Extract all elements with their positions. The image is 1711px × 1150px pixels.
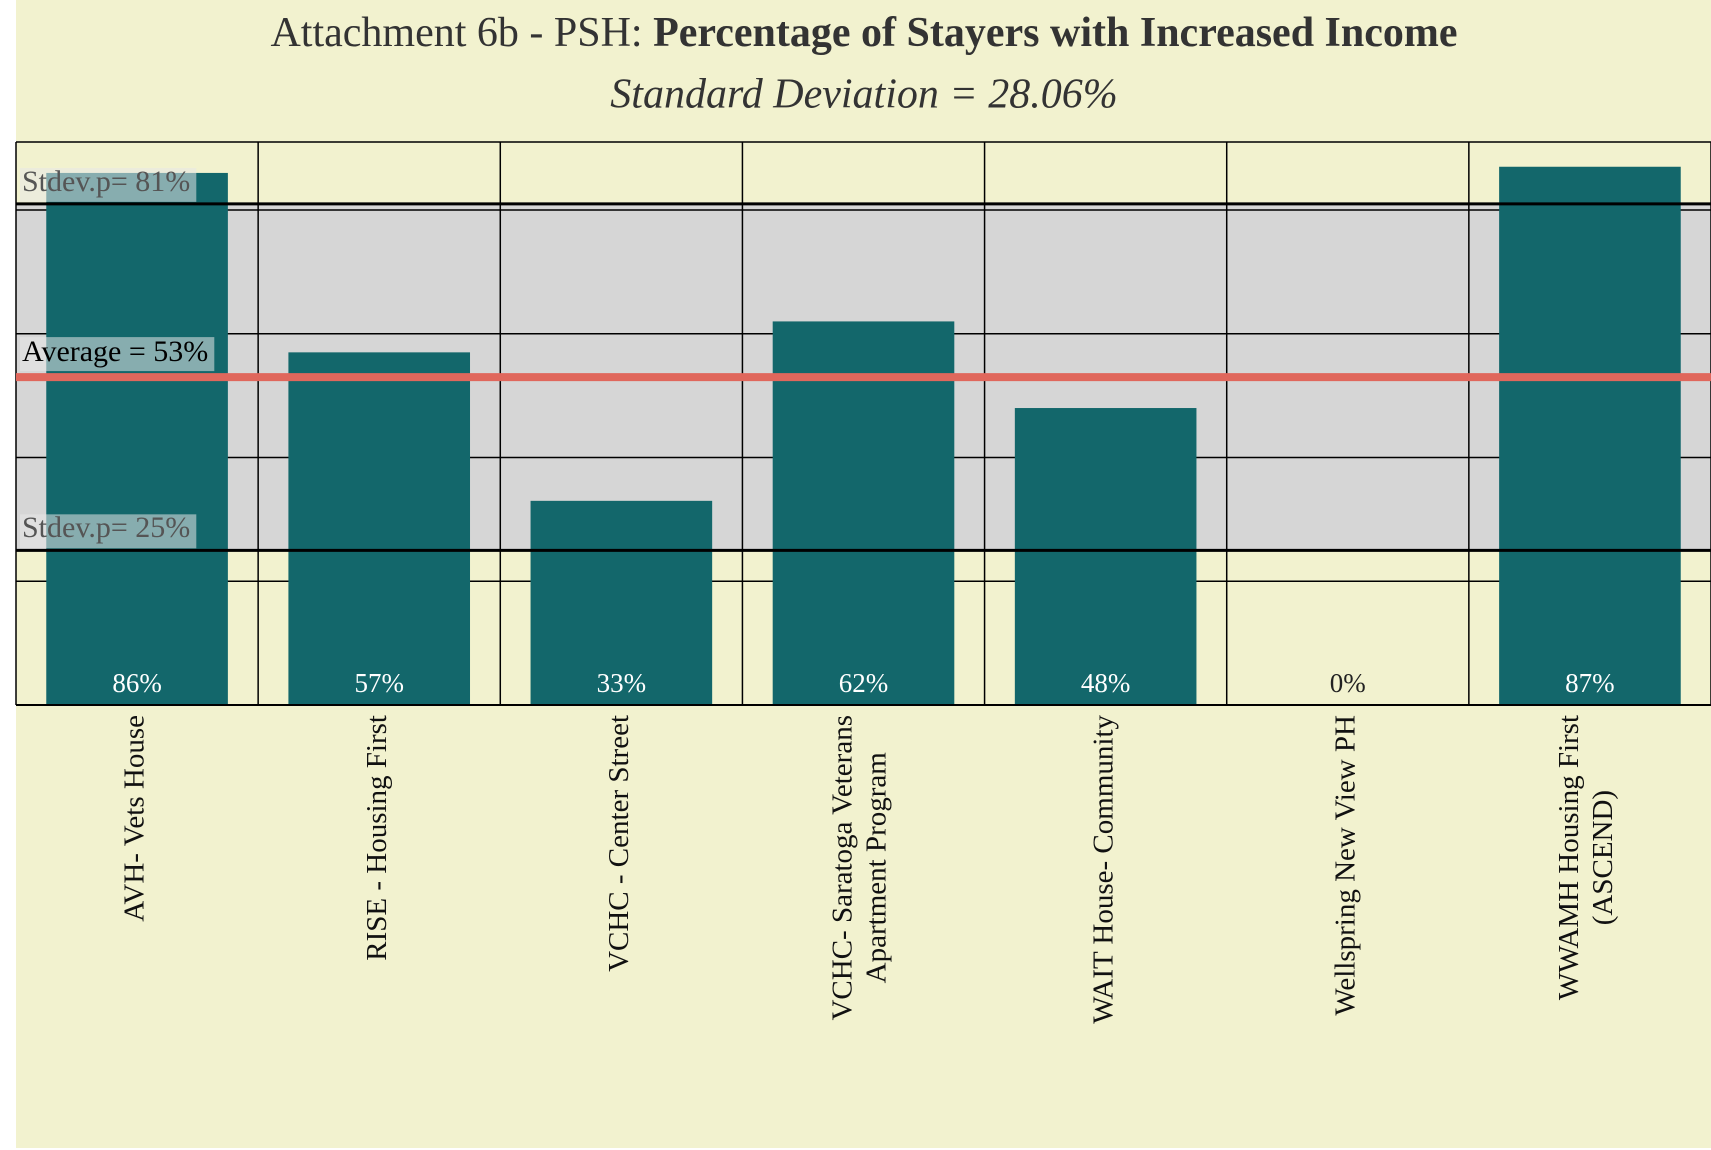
annotation-label: Average = 53% bbox=[22, 335, 208, 368]
value-label: 87% bbox=[1565, 668, 1615, 698]
annotation-label: Stdev.p= 81% bbox=[22, 165, 190, 198]
annotation-label: Stdev.p= 25% bbox=[22, 511, 190, 544]
value-label: 33% bbox=[597, 668, 647, 698]
x-tick-label: VCHC - Center Street bbox=[603, 715, 635, 972]
x-tick-label: Wellspring New View PH bbox=[1329, 715, 1361, 1016]
x-tick-label: WWAMH Housing First(ASCEND) bbox=[1553, 715, 1619, 1000]
title-part: Attachment 6b - PSH: bbox=[270, 10, 653, 56]
x-tick-label: VCHC- Saratoga VeteransApartment Program bbox=[826, 715, 892, 1021]
x-tick-label: RISE - Housing First bbox=[361, 715, 393, 961]
value-label: 0% bbox=[1330, 668, 1366, 698]
bar bbox=[288, 352, 471, 705]
value-label: 57% bbox=[354, 668, 404, 698]
chart-subtitle: Standard Deviation = 28.06% bbox=[610, 72, 1117, 118]
label-line: WWAMH Housing First bbox=[1553, 715, 1585, 1000]
title-bold: Percentage of Stayers with Increased Inc… bbox=[653, 10, 1457, 56]
x-tick-label: WAIT House- Community bbox=[1087, 715, 1119, 1024]
chart-title: Attachment 6b - PSH: Percentage of Staye… bbox=[270, 10, 1457, 56]
label-line: VCHC- Saratoga Veterans bbox=[826, 715, 858, 1021]
value-label: 86% bbox=[112, 668, 162, 698]
value-label: 48% bbox=[1081, 668, 1131, 698]
label-line: Apartment Program bbox=[860, 752, 892, 984]
bar bbox=[1014, 408, 1197, 705]
bar bbox=[46, 172, 228, 705]
annotation-bg bbox=[20, 514, 197, 549]
annotation-bg bbox=[20, 337, 215, 372]
bar bbox=[1499, 166, 1681, 705]
bar bbox=[772, 321, 955, 705]
value-label: 62% bbox=[839, 668, 889, 698]
label-line: (ASCEND) bbox=[1587, 790, 1619, 925]
bar bbox=[530, 500, 713, 705]
annotation-bg bbox=[20, 167, 197, 202]
x-tick-label: AVH- Vets House bbox=[119, 715, 151, 922]
